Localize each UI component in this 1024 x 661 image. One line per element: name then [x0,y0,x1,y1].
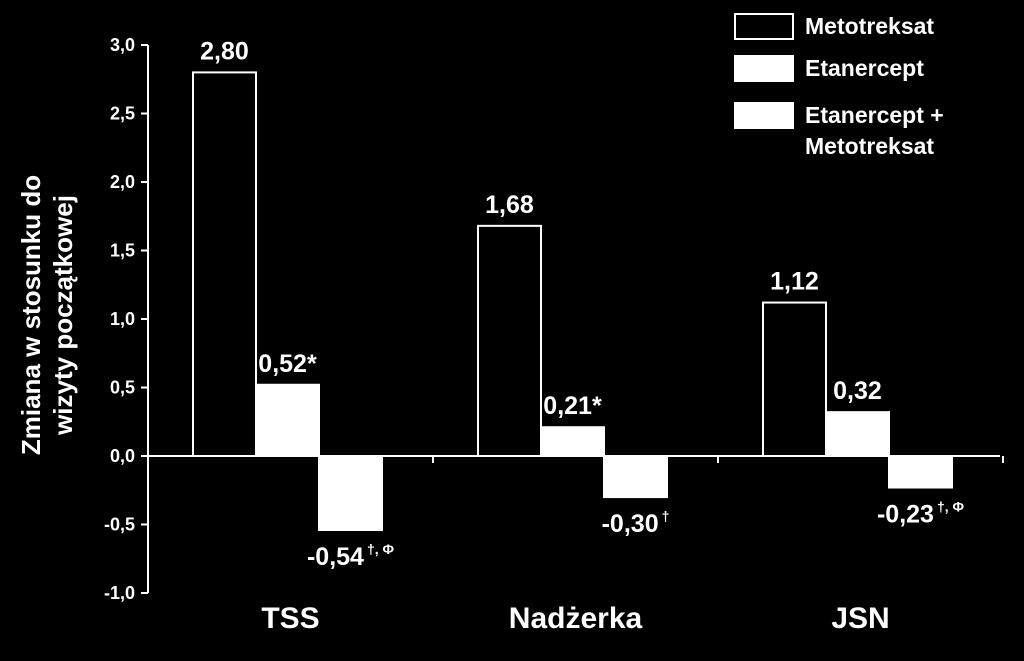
data-label: 2,80 [200,37,249,65]
data-label: -0,23 †, Φ [877,499,965,529]
data-labels: 2,80 0,52* -0,54 †, Φ 1,68 0,21* -0,30 † 1,12 0,3… [200,37,964,571]
category-label: JSN [831,602,889,635]
bar [825,411,890,458]
category-label: TSS [261,602,319,635]
y-tick-label: 3,0 [110,35,135,55]
y-tick-label: 2,0 [110,172,135,192]
bar [477,224,542,457]
data-label: 0,21* [543,392,602,420]
data-label: -0,54 †, Φ [307,541,395,571]
bar [192,71,257,458]
y-axis-title-line: wizyty początkowej [48,195,78,436]
category-label: Nadżerka [509,602,643,635]
y-tick-label: 0,5 [110,378,135,398]
bars [192,71,953,531]
y-axis-title: Zmiana w stosunku do wizyty początkowej [16,175,78,455]
legend-swatch [734,55,794,82]
legend: Metotreksat Etanercept Etanercept + Metotre… [734,13,944,159]
y-tick-label: 1,5 [110,241,135,261]
legend-label: Metotreksat [805,13,934,39]
legend-label: Etanercept [805,55,924,81]
bar [603,455,668,499]
bar [888,455,953,489]
y-tick-label: -0,5 [104,515,135,535]
legend-swatch [734,13,794,40]
data-label: 1,68 [485,191,534,219]
legend-label: Etanercept + [805,102,944,128]
bar [318,455,383,531]
data-label: 1,12 [770,268,819,296]
bar [762,301,827,457]
legend-label: Metotreksat [805,133,934,159]
y-tick-label: 2,5 [110,104,135,124]
data-label: -0,30 † [602,508,670,538]
y-tick-label: 1,0 [110,309,135,329]
data-label: 0,52* [258,350,317,378]
bar [255,383,320,458]
data-label: 0,32 [833,377,882,405]
bar [540,426,605,458]
y-tick-label: 0,0 [110,446,135,466]
y-tick-label: -1,0 [104,583,135,603]
y-axis-title-line: Zmiana w stosunku do [16,175,46,455]
legend-swatch [734,102,794,129]
category-labels: TSS Nadżerka JSN [261,602,889,635]
